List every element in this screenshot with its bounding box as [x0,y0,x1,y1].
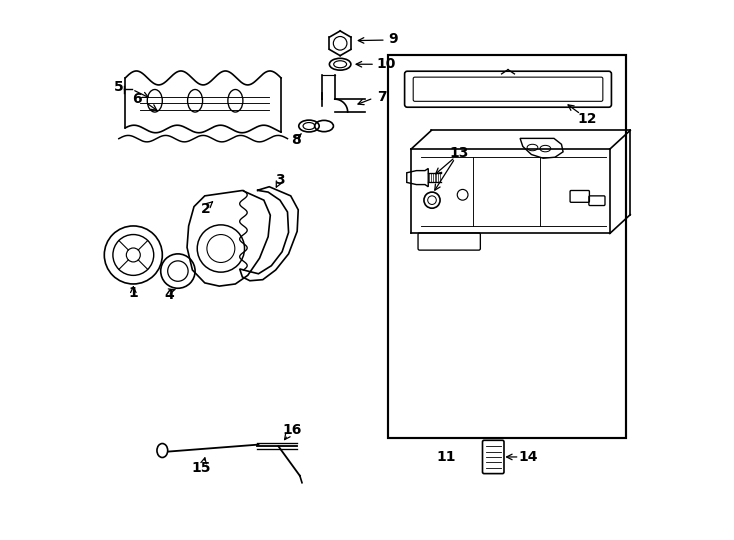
Text: 9: 9 [388,32,398,46]
Text: 2: 2 [201,202,211,216]
Text: 14: 14 [518,450,538,464]
Text: 4: 4 [164,288,174,302]
Text: 6: 6 [132,92,142,106]
Text: 1: 1 [128,286,138,300]
Text: 8: 8 [291,133,301,147]
Bar [388,55,626,437]
Text: 12: 12 [578,111,597,125]
Text: 3: 3 [275,173,285,187]
Text: 11: 11 [437,450,457,464]
Text: 15: 15 [192,461,211,475]
Text: 10: 10 [376,57,396,71]
Text: 5: 5 [114,80,123,94]
Text: 7: 7 [377,90,386,104]
Text: 16: 16 [282,423,302,437]
Text: 13: 13 [450,146,469,160]
